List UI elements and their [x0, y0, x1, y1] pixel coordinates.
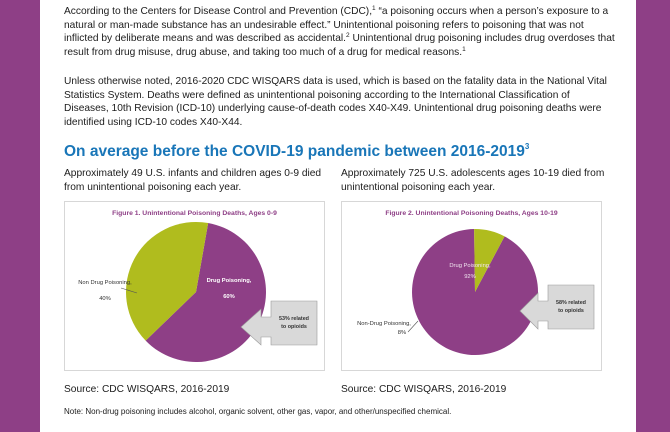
figure-2-panel: Figure 2. Unintentional Poisoning Deaths… — [341, 201, 602, 371]
leader-line — [407, 320, 419, 333]
intro-paragraph-2: Unless otherwise noted, 2016-2020 CDC WI… — [64, 76, 607, 128]
non-drug-label: Non Drug Poisoning, — [78, 280, 132, 286]
left-summary-text: Approximately 49 U.S. infants and childr… — [64, 168, 322, 193]
figure-1-panel: Figure 1. Unintentional Poisoning Deaths… — [64, 201, 325, 371]
right-summary-text: Approximately 725 U.S. adolescents ages … — [341, 168, 605, 193]
footnote-ref: 1 — [372, 5, 376, 12]
callout-line-2: to opioids — [281, 324, 307, 330]
drug-label: Drug Poisoning, — [449, 263, 491, 269]
section-heading: On average before the COVID-19 pandemic … — [64, 143, 529, 161]
footnote-note: Note: Non-drug poisoning includes alcoho… — [64, 407, 452, 416]
section-heading-text: On average before the COVID-19 pandemic … — [64, 143, 525, 160]
opioid-callout: 53% related to opioids — [240, 300, 318, 346]
left-color-band — [0, 0, 40, 432]
intro-text-b: “a poisoning occurs when a person’s expo… — [64, 6, 609, 45]
intro-text-a: According to the Centers for Disease Con… — [64, 6, 373, 17]
pie-slice-non-drug — [474, 229, 505, 292]
drug-value: 60% — [223, 294, 235, 300]
callout-line-1: 58% related — [556, 300, 586, 306]
intro-paragraph-1: According to the Centers for Disease Con… — [64, 5, 616, 59]
non-drug-value: 40% — [99, 296, 111, 302]
right-color-band — [636, 0, 670, 432]
leader-line — [120, 287, 138, 294]
pie-slice-non-drug — [125, 221, 209, 341]
footnote-ref: 2 — [346, 32, 350, 40]
figure-2-chart: Drug Poisoning, 92% Non-Drug Poisoning, … — [357, 229, 595, 356]
left-source: Source: CDC WISQARS, 2016-2019 — [64, 384, 230, 395]
right-source: Source: CDC WISQARS, 2016-2019 — [341, 384, 507, 395]
figure-1-title: Figure 1. Unintentional Poisoning Deaths… — [112, 210, 277, 217]
callout-line-1: 53% related — [279, 316, 309, 322]
figure-2-title: Figure 2. Unintentional Poisoning Deaths… — [385, 210, 558, 217]
footnote-ref: 1 — [462, 45, 466, 53]
pie-slice-drug — [145, 223, 266, 362]
intro-text-c: Unintentional drug poisoning includes dr… — [64, 33, 615, 58]
figure-1-chart: Non Drug Poisoning, 40% Drug Poisoning, … — [78, 221, 318, 362]
footnote-ref: 3 — [524, 142, 530, 151]
non-drug-label: Non-Drug Poisoning, — [357, 321, 411, 327]
non-drug-value: 8% — [398, 330, 406, 336]
pie-slice-drug — [412, 229, 539, 356]
drug-value: 92% — [464, 274, 476, 280]
opioid-callout: 58% related to opioids — [519, 284, 595, 330]
callout-line-2: to opioids — [558, 308, 584, 314]
drug-label: Drug Poisoning, — [207, 278, 252, 284]
